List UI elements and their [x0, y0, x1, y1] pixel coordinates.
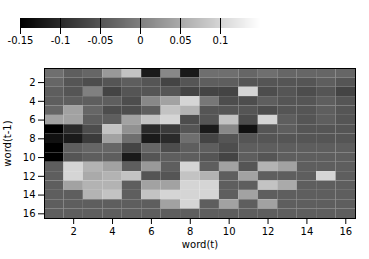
svg-text:2: 2 [70, 226, 76, 237]
svg-text:word(t-1): word(t-1) [2, 120, 13, 166]
svg-text:8: 8 [187, 226, 193, 237]
svg-text:-0.05: -0.05 [88, 35, 114, 46]
svg-text:0: 0 [137, 35, 143, 46]
svg-text:6: 6 [29, 114, 35, 125]
svg-text:-0.1: -0.1 [51, 35, 71, 46]
svg-text:word(t): word(t) [182, 239, 218, 250]
svg-text:0.1: 0.1 [213, 35, 229, 46]
svg-text:16: 16 [23, 208, 36, 219]
svg-text:6: 6 [148, 226, 154, 237]
svg-text:12: 12 [23, 171, 36, 182]
svg-text:4: 4 [109, 226, 115, 237]
svg-text:2: 2 [29, 77, 35, 88]
svg-text:8: 8 [29, 133, 35, 144]
svg-text:16: 16 [339, 226, 352, 237]
svg-text:0.05: 0.05 [169, 35, 191, 46]
svg-text:10: 10 [23, 152, 36, 163]
svg-text:10: 10 [223, 226, 236, 237]
svg-text:-0.15: -0.15 [8, 35, 34, 46]
svg-text:14: 14 [23, 189, 36, 200]
svg-text:14: 14 [301, 226, 314, 237]
svg-text:12: 12 [262, 226, 275, 237]
svg-text:4: 4 [29, 96, 35, 107]
